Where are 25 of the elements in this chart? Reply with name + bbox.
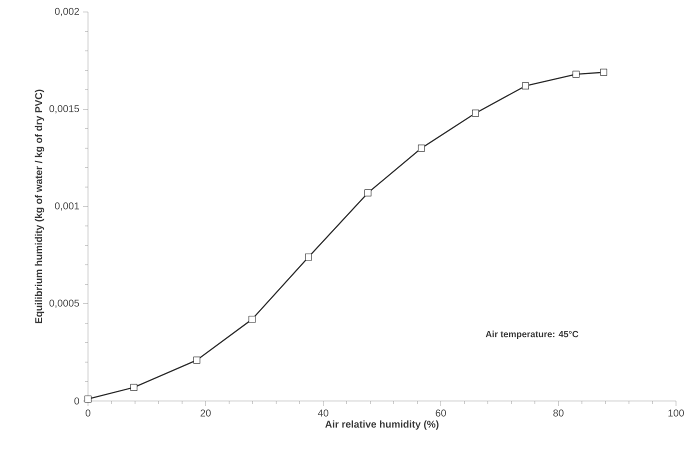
x-tick-label: 40 xyxy=(318,410,328,417)
point xyxy=(248,316,256,323)
point xyxy=(193,356,200,364)
x-tick-label: 20 xyxy=(200,410,211,417)
point xyxy=(364,189,372,196)
annotation: Air temperature: 45°C xyxy=(486,330,578,340)
x-tick-label: 80 xyxy=(553,410,564,417)
point xyxy=(130,384,138,391)
point xyxy=(305,254,312,261)
x-axis-title: Air relative humidity (%) xyxy=(325,420,439,430)
y-tick-label: 0,001 xyxy=(54,202,79,211)
x-tick-label: 60 xyxy=(436,410,446,417)
point xyxy=(522,82,529,90)
y-tick-label: 0,0005 xyxy=(49,300,80,308)
x-tick-label: 100 xyxy=(668,410,684,417)
x-tick-label: 0 xyxy=(86,410,90,417)
y-axis-title: Equilibrium humidity (kg of water / kg of dry PVC) xyxy=(34,90,44,324)
point xyxy=(572,70,580,78)
y-tick-label: 0,0015 xyxy=(49,105,80,114)
y-tick-label: 0,002 xyxy=(54,8,79,16)
y-tick-label: 0 xyxy=(74,397,80,405)
point xyxy=(418,144,425,152)
point xyxy=(84,396,92,403)
point xyxy=(600,68,608,76)
point xyxy=(472,110,479,117)
